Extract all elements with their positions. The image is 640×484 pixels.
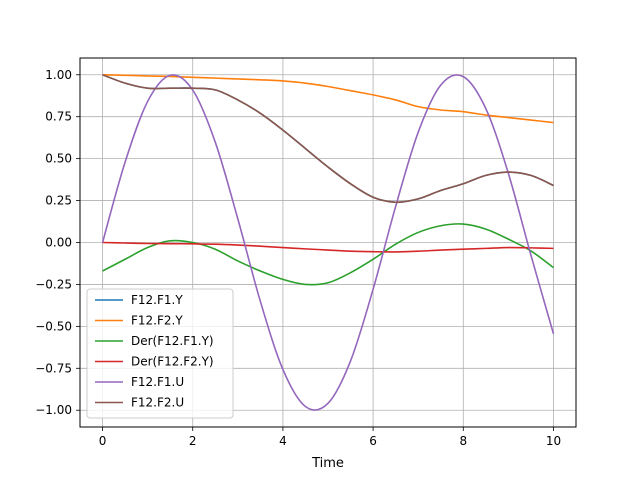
legend-label: Der(F12.F2.Y) <box>131 355 214 369</box>
y-tick-label: 0.50 <box>45 152 72 166</box>
y-tick-label: 0.75 <box>45 110 72 124</box>
y-tick-label: −0.50 <box>35 319 72 333</box>
series-line-der-f12-f1-y <box>102 223 554 286</box>
series-line-f12-f2-y <box>102 73 554 124</box>
x-tick-label: 6 <box>369 434 377 448</box>
y-tick-label: 0.25 <box>45 194 72 208</box>
x-tick-label: 4 <box>279 434 287 448</box>
ticks: 0 2 4 6 8 10 1.00 0.75 0.50 0.25 0.00 −0.25 −0.50 −0.… <box>35 68 561 448</box>
series-line-f12-f1-u <box>101 74 555 411</box>
x-tick-label: 0 <box>99 434 107 448</box>
legend-label: F12.F2.Y <box>131 314 183 328</box>
legend-label: F12.F1.U <box>131 375 184 389</box>
grid <box>80 58 576 427</box>
y-tick-label: 1.00 <box>45 68 72 82</box>
series-line-f12-f2-u <box>102 74 554 204</box>
legend-label: Der(F12.F1.Y) <box>131 334 214 348</box>
y-tick-label: −1.00 <box>35 403 72 417</box>
series-line-der-f12-f2-y <box>102 241 554 253</box>
y-tick-label: −0.25 <box>35 277 72 291</box>
legend-label: F12.F1.Y <box>131 293 183 307</box>
legend-box <box>86 288 234 419</box>
x-tick-label: 8 <box>459 434 467 448</box>
series-lines <box>101 73 555 411</box>
x-tick-label: 2 <box>189 434 197 448</box>
y-tick-label: 0.00 <box>45 236 72 250</box>
legend: F12.F1.Y F12.F2.Y Der(F12.F1.Y) Der(F12.F2.… <box>86 288 234 419</box>
y-tick-label: −0.75 <box>35 361 72 375</box>
x-axis-label: Time <box>311 456 344 471</box>
x-tick-label: 10 <box>546 434 561 448</box>
legend-label: F12.F2.U <box>131 396 184 410</box>
